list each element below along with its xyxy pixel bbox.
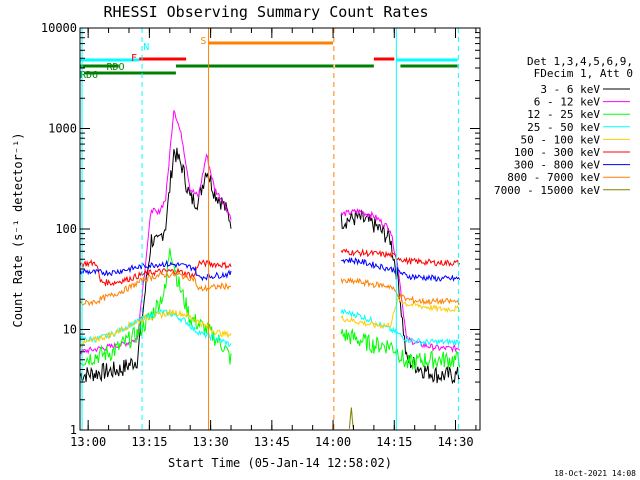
- x-tick-label: 13:15: [131, 435, 167, 449]
- series-line: [348, 407, 354, 430]
- x-tick-label: 13:00: [70, 435, 106, 449]
- y-tick-label: 10000: [41, 21, 77, 35]
- x-tick-label: 13:45: [254, 435, 290, 449]
- flag-label: N: [143, 42, 149, 53]
- series-line: [79, 309, 232, 348]
- legend-label: 7000 - 15000 keV: [494, 184, 600, 197]
- y-tick-label: 100: [55, 222, 77, 236]
- legend-label: 100 - 300 keV: [514, 146, 600, 159]
- generation-timestamp: 18-Oct-2021 14:08: [554, 469, 636, 478]
- axes: 1 10 100 1000 10000 13:00 13:15 13:30 13:45 14:00…: [41, 21, 481, 449]
- series-line: [340, 209, 461, 385]
- x-tick-label: 13:30: [193, 435, 229, 449]
- series-line: [79, 309, 232, 348]
- series-line: [79, 270, 232, 307]
- flag-label: RDO: [107, 62, 125, 73]
- y-tick-label: 1000: [48, 122, 77, 136]
- series-line: [341, 256, 461, 282]
- vertical-markers: [81, 28, 459, 430]
- x-tick-label: 14:15: [376, 435, 412, 449]
- legend-label: 12 - 25 keV: [527, 108, 600, 121]
- y-tick-label: 1: [70, 423, 77, 437]
- x-tick-label: 14:30: [437, 435, 473, 449]
- series-line: [340, 297, 461, 329]
- series-line: [79, 110, 232, 355]
- legend-label: 800 - 7000 keV: [507, 171, 600, 184]
- series-layer: [79, 110, 461, 430]
- series-line: [340, 327, 461, 370]
- legend-header-1: Det 1,3,4,5,6,9,: [527, 55, 633, 68]
- series-line: [79, 259, 232, 287]
- series-line: [340, 248, 461, 267]
- legend-label: 25 - 50 keV: [527, 121, 600, 134]
- flag-label: F: [131, 53, 137, 64]
- x-axis-label: Start Time (05-Jan-14 12:58:02): [168, 456, 392, 470]
- legend-label: 50 - 100 keV: [521, 133, 601, 146]
- flag-label: S: [200, 36, 206, 47]
- y-tick-label: 10: [63, 323, 77, 337]
- legend-label: 3 - 6 keV: [540, 83, 600, 96]
- x-tick-label: 14:00: [315, 435, 351, 449]
- series-line: [340, 276, 460, 306]
- y-axis-label: Count Rate (s⁻¹ detector⁻¹): [11, 132, 25, 327]
- series-line: [79, 147, 232, 384]
- series-line: [340, 308, 461, 347]
- legend-label: 6 - 12 keV: [534, 96, 601, 109]
- flag-bars: NF S RDO RD6: [80, 36, 458, 81]
- flag-label: RD6: [80, 70, 98, 81]
- series-line: [79, 259, 232, 282]
- legend-label: 300 - 800 keV: [514, 159, 600, 172]
- series-line: [340, 207, 461, 354]
- legend-header-2: FDecim 1, Att 0: [534, 67, 633, 80]
- chart-title: RHESSI Observing Summary Count Rates: [103, 3, 428, 21]
